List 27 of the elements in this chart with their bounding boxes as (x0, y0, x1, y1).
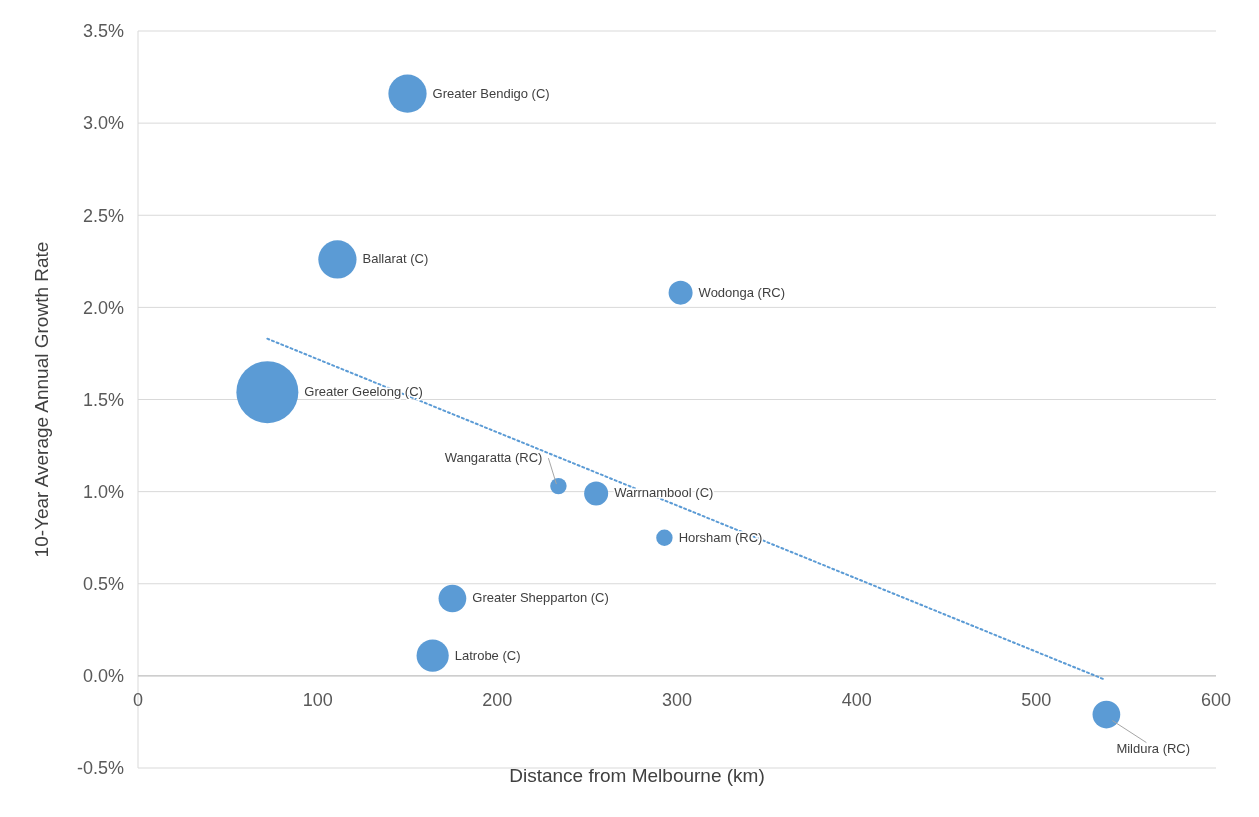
annotation: Greater Geelong (C) (304, 384, 423, 400)
annotation: Latrobe (C) (454, 647, 521, 663)
annotation: Wodonga (RC) (698, 284, 786, 300)
x-tick-label: 200 (482, 689, 513, 710)
y-tick-label: 3.0% (82, 113, 124, 134)
x-tick-label: 600 (1200, 689, 1232, 710)
x-tick-label: 500 (1021, 689, 1052, 710)
y-tick-label: 0.0% (82, 666, 124, 687)
y-tick-label: 1.0% (82, 481, 124, 502)
annotation: Ballarat (C) (362, 251, 429, 267)
x-axis-title: Distance from Melbourne (km) (509, 765, 765, 786)
x-tick-label: 400 (841, 689, 872, 710)
y-tick-label: 0.5% (82, 574, 124, 595)
annotation: Horsham (RC) (678, 529, 763, 545)
y-tick-label: 2.5% (82, 205, 124, 226)
x-tick-label: 100 (302, 689, 333, 710)
y-tick-label: -0.5% (76, 758, 124, 779)
annotation: Greater Bendigo (C) (432, 85, 550, 101)
y-tick-label: 1.5% (82, 389, 124, 410)
y-axis-title: 10-Year Average Annual Growth Rate (31, 241, 52, 558)
annotation: Wangaratta (RC) (444, 450, 543, 466)
x-tick-label: 300 (661, 689, 693, 710)
y-tick-label: 3.5% (82, 21, 124, 42)
annotation: Mildura (RC) (1116, 740, 1191, 756)
x-tick-label: 0 (132, 689, 144, 710)
y-tick-label: 2.0% (82, 297, 124, 318)
annotation: Greater Shepparton (C) (472, 590, 609, 606)
